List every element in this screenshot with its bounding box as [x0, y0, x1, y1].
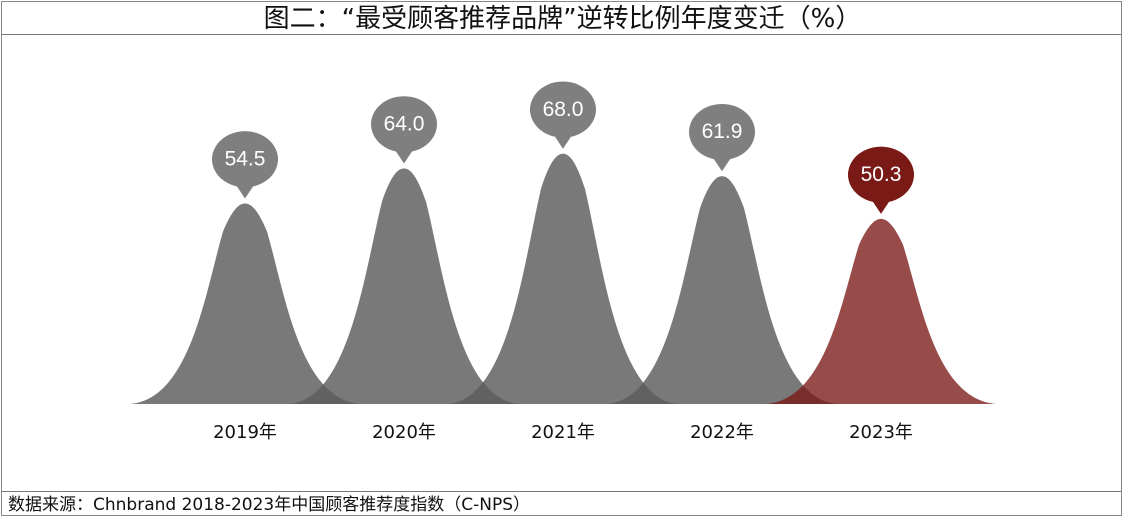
- peaks-layer: [130, 153, 996, 404]
- x-tick-label-2019年: 2019年: [213, 422, 277, 443]
- value-label-2023年: 50.3: [861, 163, 902, 186]
- title-divider: [1, 34, 1122, 35]
- value-bubbles-layer: 54.5 64.0 68.0 61.9 50.3: [212, 81, 915, 214]
- value-label-2019年: 54.5: [225, 147, 266, 170]
- chart-title: 图二：“最受顾客推荐品牌”逆转比例年度变迁（%）: [263, 4, 862, 34]
- x-tick-label-2021年: 2021年: [531, 422, 595, 443]
- peak-2023年: [766, 218, 996, 404]
- value-bubble-2019年: [212, 131, 279, 199]
- x-tick-label-2020年: 2020年: [372, 422, 436, 443]
- value-label-2020年: 64.0: [384, 112, 425, 135]
- source-note: 数据来源：Chnbrand 2018-2023年中国顾客推荐度指数（C-NPS）: [8, 495, 531, 515]
- value-label-2022年: 61.9: [702, 120, 743, 143]
- peak-2019年: [130, 203, 360, 404]
- x-axis-labels: 2019年 2020年 2021年 2022年 2023年: [213, 422, 913, 443]
- value-label-2021年: 68.0: [543, 98, 584, 121]
- peak-2021年: [448, 153, 678, 404]
- footer-divider: [1, 491, 1122, 492]
- value-bubble-2022年: [689, 103, 756, 172]
- x-tick-label-2022年: 2022年: [690, 422, 754, 443]
- peak-2020年: [289, 168, 519, 404]
- peak-2022年: [607, 176, 837, 404]
- x-tick-label-2023年: 2023年: [849, 422, 913, 443]
- value-bubble-2023年: [848, 146, 915, 214]
- value-bubble-2020年: [371, 96, 437, 164]
- value-bubble-2021年: [530, 81, 596, 149]
